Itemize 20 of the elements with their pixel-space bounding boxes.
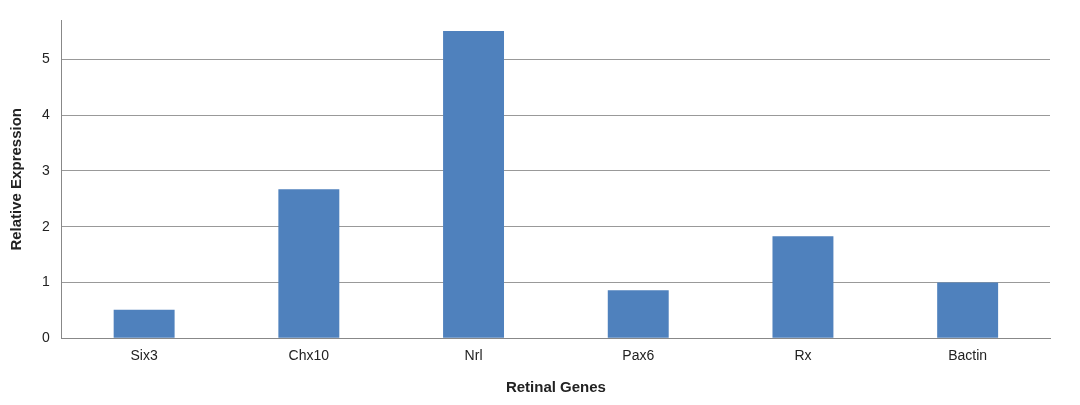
x-tick-label: Chx10 bbox=[288, 347, 330, 364]
bar bbox=[607, 290, 669, 338]
y-tick-label: 3 bbox=[41, 161, 50, 178]
x-tick-label: Nrl bbox=[464, 347, 483, 364]
x-tick-label: Rx bbox=[794, 347, 812, 364]
x-tick-label: Bactin bbox=[948, 347, 988, 364]
bar bbox=[772, 236, 834, 338]
y-tick-label: 0 bbox=[41, 329, 50, 346]
x-tick-label: Six3 bbox=[130, 347, 158, 364]
bar bbox=[113, 309, 175, 338]
y-tick-label: 2 bbox=[41, 217, 50, 234]
y-axis-title: Relative Expression bbox=[7, 108, 25, 251]
y-tick-label: 4 bbox=[41, 106, 50, 123]
bar bbox=[278, 189, 340, 338]
x-axis-title: Retinal Genes bbox=[505, 378, 606, 396]
bar bbox=[443, 30, 505, 338]
y-tick-label: 5 bbox=[41, 50, 50, 67]
bar bbox=[937, 282, 999, 338]
x-tick-label: Pax6 bbox=[622, 347, 655, 364]
y-tick-label: 1 bbox=[41, 273, 50, 290]
